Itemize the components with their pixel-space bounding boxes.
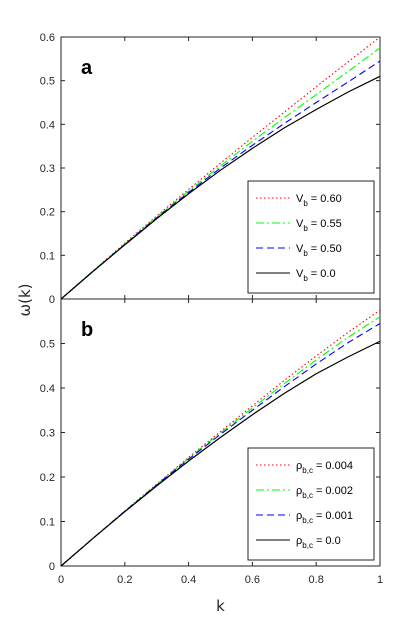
legend-entry-1: ρb,c = 0.002 (296, 485, 353, 500)
legend-symbol: V (296, 243, 304, 255)
series-line-3 (60, 340, 381, 567)
legend-box (247, 180, 375, 294)
legend-subscript: b,c (302, 466, 313, 475)
legend-symbol: V (296, 268, 304, 280)
x-tick-label: 0.6 (245, 574, 260, 586)
y-tick-label: 0.1 (40, 517, 55, 529)
legend-entry-0: Vb = 0.60 (296, 193, 342, 208)
y-tick-label: 0.4 (40, 383, 55, 395)
legend-subscript: b (303, 249, 308, 258)
x-tick-label: 0.8 (309, 574, 324, 586)
legend-value: = 0.50 (311, 243, 342, 255)
panel-letter: a (81, 57, 93, 79)
legend-symbol: ρ (296, 460, 302, 472)
y-tick-label: 0.6 (40, 32, 55, 44)
x-tick-label: 0.4 (181, 574, 196, 586)
y-tick-label: 0.4 (40, 119, 55, 131)
y-tick-label: 0.3 (40, 163, 55, 175)
y-tick-label: 0.5 (40, 76, 55, 88)
legend-symbol: V (296, 218, 304, 230)
legend-value: = 0.0 (311, 268, 336, 280)
x-tick-label: 0.2 (117, 574, 132, 586)
shared-y-axis-label: ω(k) (16, 284, 34, 317)
legend-box (247, 447, 375, 561)
y-tick-label: 0.3 (40, 428, 55, 440)
legend-value: = 0.002 (316, 485, 353, 497)
legend-symbol: V (296, 193, 304, 205)
y-tick-label: 0.1 (40, 250, 55, 262)
legend-entry-2: Vb = 0.50 (296, 243, 342, 258)
y-tick-label: 0.5 (40, 339, 55, 351)
legend-value: = 0.004 (316, 460, 353, 472)
y-tick-label: 0.2 (40, 472, 55, 484)
y-tick-label: 0 (49, 561, 55, 573)
series-line-3 (60, 75, 381, 300)
panel-letter: b (81, 319, 93, 341)
x-tick-label: 1 (377, 574, 383, 586)
y-tick-label: 0 (49, 294, 55, 306)
legend-subscript: b (303, 199, 308, 208)
legend-subscript: b (303, 274, 308, 283)
legend-subscript: b,c (302, 541, 313, 550)
legend-entry-1: Vb = 0.55 (296, 218, 342, 233)
legend-value: = 0.60 (311, 193, 342, 205)
x-tick-label: 0 (58, 574, 64, 586)
legend-symbol: ρ (296, 535, 302, 547)
legend-entry-3: Vb = 0.0 (296, 268, 336, 283)
legend-entry-2: ρb,c = 0.001 (296, 510, 353, 525)
legend-value: = 0.0 (316, 535, 341, 547)
legend-entry-0: ρb,c = 0.004 (296, 460, 353, 475)
legend-subscript: b,c (302, 516, 313, 525)
legend-symbol: ρ (296, 485, 302, 497)
series-line-0 (60, 36, 381, 300)
legend-entry-3: ρb,c = 0.0 (296, 535, 341, 550)
x-axis-label: k (216, 597, 225, 615)
legend-value: = 0.001 (316, 510, 353, 522)
legend-symbol: ρ (296, 510, 302, 522)
legend-subscript: b (303, 224, 308, 233)
legend-value: = 0.55 (311, 218, 342, 230)
y-tick-label: 0.2 (40, 207, 55, 219)
series-line-0 (60, 309, 381, 567)
legend-subscript: b,c (302, 491, 313, 500)
